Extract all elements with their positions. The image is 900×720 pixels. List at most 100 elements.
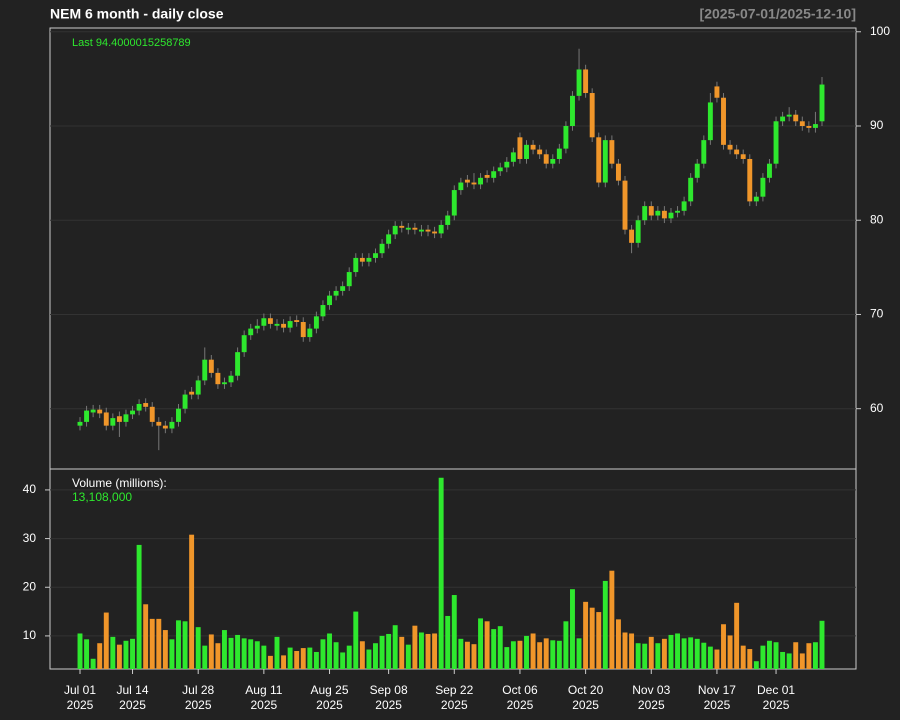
candle-body <box>570 95 575 126</box>
chart-title: NEM 6 month - daily close <box>50 6 224 22</box>
y-tick-label: 20 <box>23 579 37 593</box>
volume-bar <box>274 636 280 669</box>
volume-bar <box>392 625 398 669</box>
candle-body <box>294 320 300 322</box>
volume-bar <box>537 642 543 669</box>
candle-body <box>458 182 464 191</box>
last-price-label: Last 94.4000015258789 <box>72 37 191 49</box>
volume-bar <box>760 645 766 669</box>
candle-body <box>701 140 707 164</box>
candle-body <box>281 323 287 328</box>
candle-body <box>524 144 529 159</box>
volume-bar <box>812 642 818 669</box>
volume-bar <box>819 620 825 669</box>
volume-bar <box>602 580 608 669</box>
candle-body <box>668 212 674 219</box>
volume-bar <box>530 633 536 669</box>
volume-bar <box>287 647 293 669</box>
candle-body <box>655 210 661 216</box>
candle-body <box>478 177 484 185</box>
candle-body <box>353 257 359 273</box>
candle-body <box>176 408 181 422</box>
candle-body <box>760 177 766 197</box>
candle-body <box>123 414 129 422</box>
volume-bar <box>149 618 155 669</box>
volume-bar <box>379 635 385 669</box>
candle-body <box>753 196 759 202</box>
volume-bar <box>97 643 103 669</box>
volume-bar <box>570 589 575 669</box>
x-tick-year: 2025 <box>185 698 212 712</box>
candle-body <box>556 148 562 159</box>
volume-bar <box>543 638 549 669</box>
candle-body <box>215 372 221 385</box>
volume-bar <box>780 651 786 669</box>
volume-bar <box>366 649 372 669</box>
candle-body <box>156 421 162 426</box>
volume-bar <box>386 633 392 669</box>
candle-body <box>136 403 142 411</box>
x-tick-year: 2025 <box>638 698 665 712</box>
candle-body <box>267 318 273 324</box>
x-tick-label: Jul 28 <box>182 683 214 697</box>
volume-bar <box>241 638 247 669</box>
candle-body <box>130 410 135 415</box>
candle-body <box>84 410 90 422</box>
volume-bar <box>294 650 300 669</box>
volume-bar <box>648 636 654 669</box>
candle-body <box>615 163 621 181</box>
candle-body <box>412 227 418 230</box>
volume-bar <box>202 645 208 669</box>
candle-body <box>471 182 477 185</box>
candle-body <box>609 140 615 164</box>
x-tick-label: Nov 03 <box>632 683 670 697</box>
x-tick-label: Aug 11 <box>245 683 282 697</box>
candle-body <box>307 328 313 338</box>
volume-bar <box>228 637 234 669</box>
volume-bar <box>412 625 418 669</box>
volume-bar <box>753 661 759 669</box>
volume-bar <box>793 642 799 669</box>
candle-body <box>208 359 214 373</box>
candle-body <box>563 126 569 149</box>
y-tick-label: 100 <box>870 24 890 38</box>
volume-bar <box>353 611 359 669</box>
candle-body <box>543 154 549 164</box>
volume-bar <box>189 534 195 669</box>
x-tick-label: Jul 01 <box>64 683 96 697</box>
volume-bar <box>123 640 129 669</box>
candle-body <box>287 321 293 328</box>
volume-bar <box>694 638 700 669</box>
volume-bar <box>399 636 405 669</box>
volume-bar <box>596 612 602 669</box>
volume-bar <box>727 635 733 669</box>
candle-body <box>780 116 786 122</box>
candle-body <box>97 409 103 414</box>
y-tick-label: 80 <box>870 212 884 226</box>
candle-body <box>510 152 516 162</box>
candle-body <box>313 316 319 329</box>
candle-body <box>254 325 260 329</box>
volume-bar <box>786 653 792 669</box>
x-tick-label: Nov 17 <box>698 683 736 697</box>
date-range: [2025-07-01/2025-12-10] <box>700 6 856 22</box>
volume-bar <box>77 633 83 669</box>
volume-bar <box>333 642 339 669</box>
volume-bar <box>556 640 562 669</box>
candle-body <box>438 224 444 234</box>
volume-bar <box>510 641 516 669</box>
candle-body <box>103 412 109 426</box>
volume-bar <box>799 653 805 669</box>
candle-body <box>583 69 589 94</box>
candle-body <box>642 206 648 221</box>
volume-bar <box>661 638 667 669</box>
candle-body <box>399 225 405 228</box>
candle-body <box>418 229 424 232</box>
volume-bar <box>110 636 116 669</box>
volume-bar <box>635 643 641 669</box>
candle-body <box>143 403 149 407</box>
candle-body <box>116 416 122 422</box>
candle-body <box>451 190 457 216</box>
volume-bar <box>740 645 746 669</box>
